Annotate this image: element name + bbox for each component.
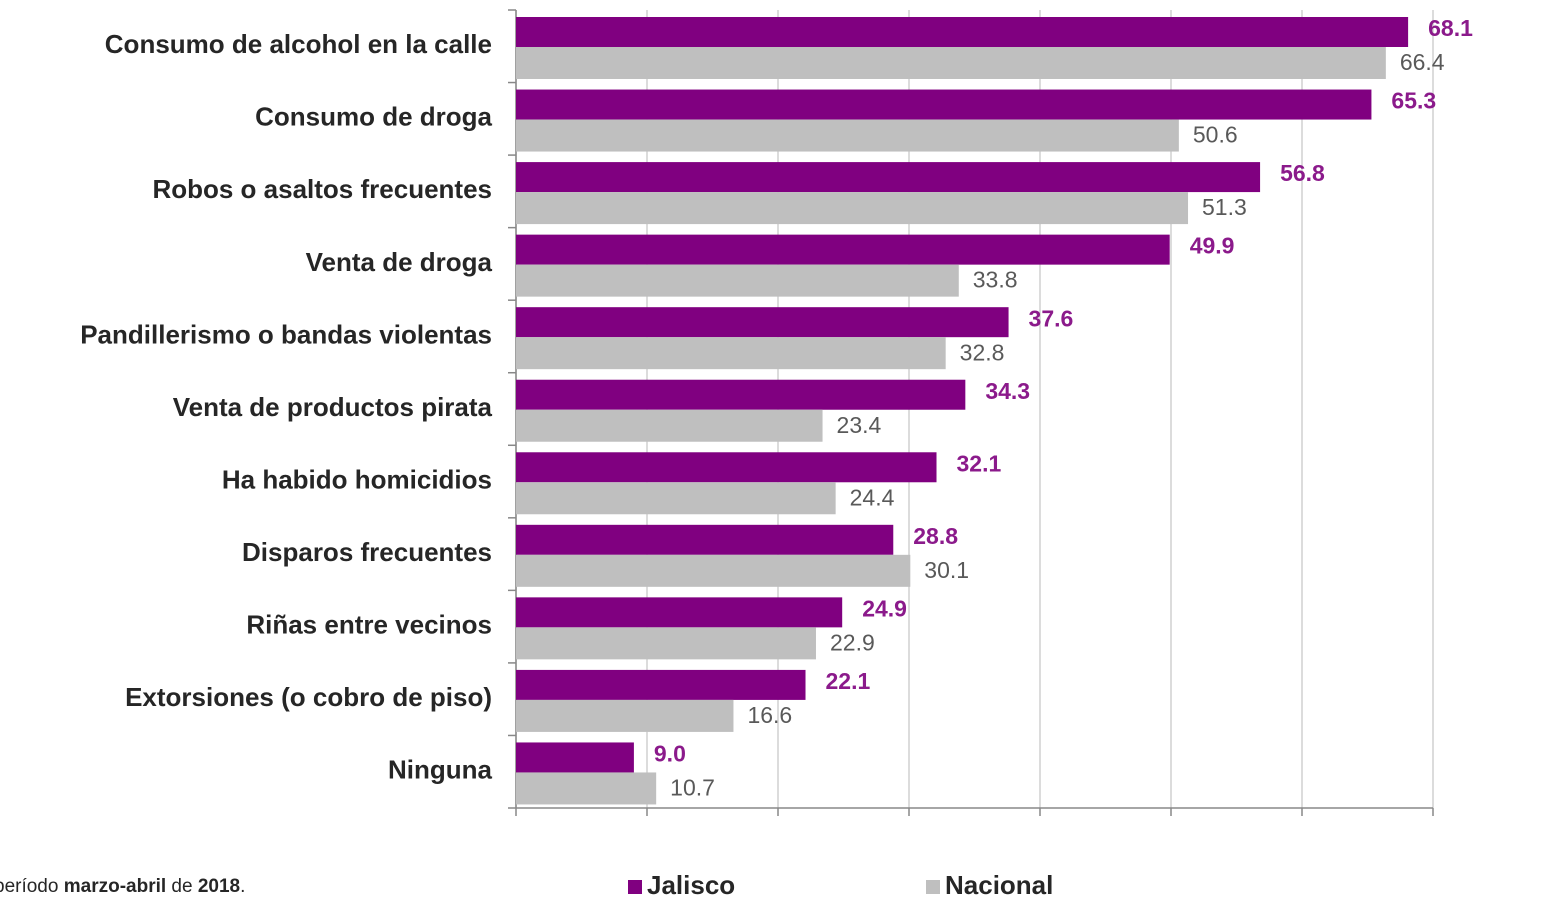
bar — [516, 379, 966, 410]
bar — [516, 772, 657, 805]
value-label: 22.1 — [826, 668, 871, 694]
bar — [516, 699, 734, 732]
bar — [516, 669, 806, 700]
bar — [516, 524, 894, 555]
bar — [516, 162, 1261, 193]
y-tick-label: Consumo de droga — [255, 102, 492, 132]
bar — [516, 409, 823, 442]
y-tick-label: Disparos frecuentes — [242, 537, 492, 567]
bar — [516, 452, 937, 483]
value-label: 49.9 — [1190, 233, 1235, 259]
value-label: 23.4 — [837, 412, 882, 438]
footnote-part: marzo-abril — [64, 876, 166, 897]
legend-label: Nacional — [945, 870, 1053, 899]
value-label: 56.8 — [1280, 160, 1325, 186]
value-label: 10.7 — [670, 775, 715, 801]
bar — [516, 89, 1372, 120]
value-label: 30.1 — [924, 557, 969, 583]
bar — [516, 264, 959, 297]
footnote: período marzo-abril de 2018. — [0, 876, 245, 897]
bar — [516, 234, 1170, 265]
value-label: 24.9 — [862, 595, 907, 621]
bar — [516, 742, 634, 773]
y-tick-label: Extorsiones (o cobro de piso) — [125, 682, 492, 712]
bar — [516, 192, 1189, 225]
bar — [516, 482, 836, 515]
y-tick-label: Venta de productos pirata — [173, 392, 493, 422]
y-tick-label: Consumo de alcohol en la calle — [105, 29, 492, 59]
value-label: 24.4 — [850, 484, 895, 510]
value-label: 37.6 — [1029, 305, 1074, 331]
value-label: 51.3 — [1202, 194, 1247, 220]
bar — [516, 47, 1386, 79]
legend-swatch — [926, 880, 940, 894]
value-label: 65.3 — [1391, 88, 1436, 114]
y-tick-label: Robos o asaltos frecuentes — [152, 174, 492, 204]
value-label: 32.8 — [960, 339, 1005, 365]
legend-label: Jalisco — [647, 870, 735, 899]
bar — [516, 554, 911, 587]
value-label: 33.8 — [973, 267, 1018, 293]
footnote-part: 2018 — [198, 876, 240, 897]
y-tick-label: Riñas entre vecinos — [246, 610, 492, 640]
value-label: 32.1 — [957, 450, 1002, 476]
bar — [516, 597, 843, 628]
value-label: 68.1 — [1428, 15, 1473, 41]
bar — [516, 337, 946, 370]
value-label: 28.8 — [913, 523, 958, 549]
y-tick-label: Venta de droga — [306, 247, 493, 277]
bar — [516, 307, 1009, 338]
legend-swatch — [628, 880, 642, 894]
y-tick-label: Ninguna — [388, 755, 493, 785]
value-label: 66.4 — [1400, 49, 1445, 75]
footnote-part: de — [166, 876, 198, 897]
value-label: 22.9 — [830, 629, 875, 655]
value-label: 9.0 — [654, 741, 686, 767]
y-tick-label: Ha habido homicidios — [222, 464, 492, 494]
footnote-part: período — [0, 876, 64, 897]
footnote-part: . — [240, 876, 245, 897]
bar — [516, 627, 816, 660]
bar — [516, 119, 1179, 152]
value-label: 34.3 — [985, 378, 1030, 404]
value-label: 16.6 — [747, 702, 792, 728]
y-tick-label: Pandillerismo o bandas violentas — [80, 319, 492, 349]
bar — [516, 17, 1409, 47]
value-label: 50.6 — [1193, 122, 1238, 148]
